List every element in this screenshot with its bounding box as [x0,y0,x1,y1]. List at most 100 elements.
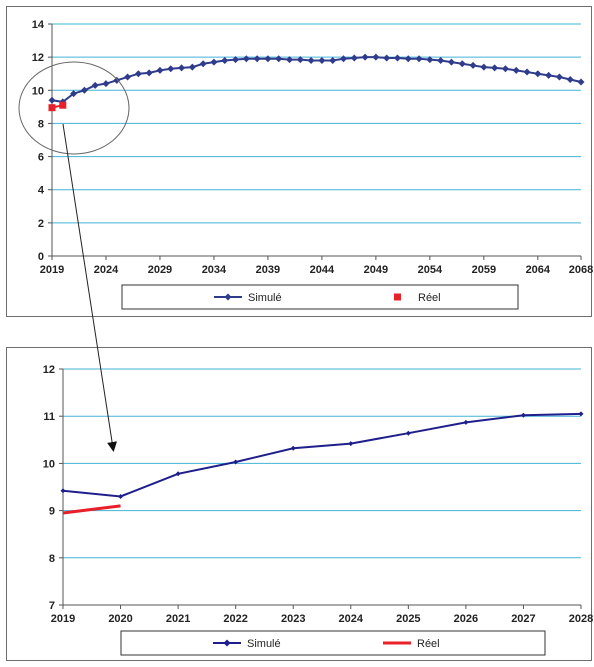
legend-swatch [394,293,401,301]
x-tick-label: 2019 [40,264,64,276]
data-point [275,55,283,63]
x-tick-label: 2049 [364,264,388,276]
y-tick-label: 12 [43,364,55,376]
x-tick-label: 2044 [310,264,335,276]
legend-swatch-marker [224,293,232,301]
legend-swatch-marker [223,639,231,647]
data-point [555,73,563,81]
data-point [118,493,124,499]
data-point [178,64,186,72]
data-point [242,55,250,63]
data-point [534,70,542,78]
x-tick-label: 2064 [526,264,551,276]
data-point [437,56,445,64]
data-point [415,55,423,63]
data-point [264,55,272,63]
data-point [134,70,142,78]
plot-area [63,369,581,605]
zoom-callout-arrow [62,123,118,452]
legend [121,284,519,310]
x-tick-label: 2024 [339,613,364,625]
x-tick-label: 2022 [223,613,247,625]
data-point [167,65,175,73]
y-tick-label: 6 [38,152,44,164]
x-tick-label: 2034 [202,264,227,276]
data-point [523,68,531,76]
x-tick-label: 2027 [511,613,535,625]
x-tick-label: 2068 [569,264,593,276]
y-tick-label: 12 [32,52,44,64]
y-tick-label: 0 [38,251,44,263]
y-tick-label: 7 [49,600,55,612]
data-point [307,56,315,64]
zoom-chart-frame: 7 8 9 10 11 12 2019 2020 2021 2022 2023 2024 2025 202… [6,347,593,661]
data-point [383,54,391,62]
data-point [566,76,574,84]
x-tick-label: 2028 [569,613,593,625]
data-point [458,60,466,68]
data-point [145,69,153,77]
x-tick-label: 2023 [281,613,305,625]
data-point [577,78,585,86]
data-point [405,430,411,436]
data-point [318,56,326,64]
data-point [491,64,499,72]
x-tick-label: 2026 [454,613,478,625]
data-point [512,66,520,74]
data-point [253,55,261,63]
data-point [286,56,294,64]
data-point [91,81,99,89]
series-line-reel [62,504,121,515]
data-point [59,101,67,109]
x-tick-label: 2020 [108,613,132,625]
zoom-chart: 7 8 9 10 11 12 2019 2020 2021 2022 2023 2024 2025 202… [43,364,593,656]
x-tick-label: 2054 [418,264,443,276]
overview-chart-frame: 0 2 4 6 8 10 12 14 2019 2024 2029 2034 2039 2044 2049 2… [6,6,593,317]
legend [120,630,546,656]
data-point [296,56,304,64]
x-tick-label: 2021 [166,613,190,625]
data-point [199,60,207,68]
y-tick-label: 11 [43,411,55,423]
data-point [545,71,553,79]
x-tick-label: 2019 [51,613,75,625]
legend-label: Réel [417,638,440,650]
data-point [350,54,358,62]
data-point [221,56,229,64]
data-point [70,90,78,98]
zoom-region-ellipse [18,61,130,155]
data-point [348,441,354,447]
data-point [469,61,477,69]
data-point [48,96,56,104]
overview-chart: 0 2 4 6 8 10 12 14 2019 2024 2029 2034 2039 2044 2049 2… [32,19,593,310]
legend-label: Simulé [247,638,281,650]
data-point [60,488,66,494]
x-tick-label: 2024 [94,264,119,276]
data-point [232,56,240,64]
data-point [124,73,132,81]
data-point [48,104,56,112]
data-point [113,76,121,84]
data-point [426,56,434,64]
data-point [447,58,455,66]
data-point [175,471,181,477]
y-tick-label: 10 [43,458,55,470]
data-point [393,54,401,62]
y-tick-label: 2 [38,218,44,230]
data-point [339,55,347,63]
data-point [210,58,218,66]
data-point [361,53,369,61]
data-point [102,80,110,88]
data-point [501,65,509,73]
data-point [80,86,88,94]
data-point [520,412,526,418]
legend-label: Réel [418,292,441,304]
data-point [156,66,164,74]
y-tick-label: 4 [38,185,45,197]
data-point [290,445,296,451]
data-point [578,411,584,417]
y-tick-label: 9 [49,506,55,518]
plot-area [52,24,581,256]
y-tick-label: 8 [38,118,44,130]
